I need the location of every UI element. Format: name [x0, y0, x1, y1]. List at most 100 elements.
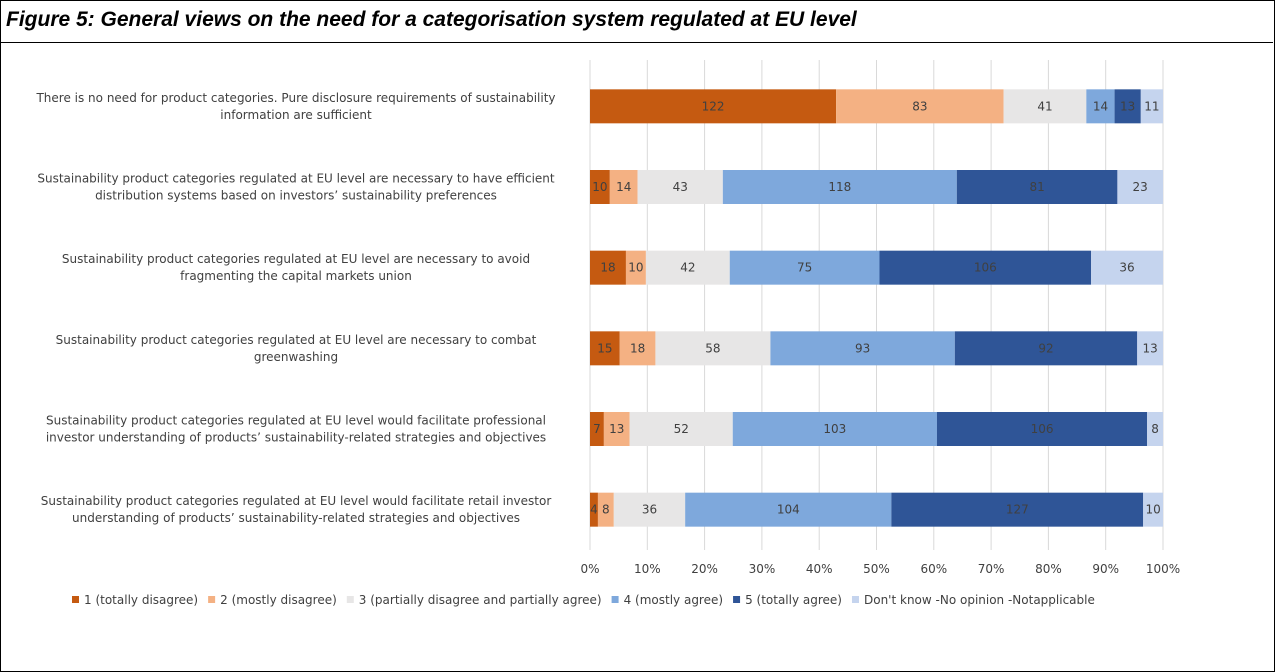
- data-label: 14: [1093, 99, 1108, 113]
- data-label: 52: [674, 422, 689, 436]
- data-label: 18: [630, 341, 645, 355]
- data-label: 18: [600, 261, 615, 275]
- x-tick-label: 90%: [1092, 562, 1119, 576]
- bar-segment: [1117, 170, 1163, 204]
- bar-segment: [1091, 250, 1163, 285]
- x-tick-label: 100%: [1146, 562, 1180, 576]
- bar-segment: [655, 331, 771, 366]
- legend-entry: 5 (totally agree): [745, 593, 842, 607]
- data-label: 103: [823, 422, 846, 436]
- data-label: 7: [593, 422, 601, 436]
- legend-entry: 2 (mostly disagree): [220, 593, 337, 607]
- bar-segment: [936, 412, 1148, 446]
- bar-segment: [836, 89, 1004, 124]
- data-label: 14: [616, 180, 631, 194]
- data-label: 122: [702, 99, 725, 113]
- data-label: 93: [855, 341, 870, 355]
- data-label: 81: [1029, 180, 1044, 194]
- bar-segment: [1143, 492, 1163, 527]
- x-tick-label: 60%: [920, 562, 947, 576]
- bar-segment: [729, 250, 880, 285]
- data-label: 83: [912, 99, 927, 113]
- bar-segment: [603, 412, 630, 446]
- bar-segment: [954, 331, 1138, 366]
- data-label: 23: [1133, 180, 1148, 194]
- data-label: 10: [1145, 503, 1160, 517]
- data-label: 13: [1142, 341, 1157, 355]
- x-tick-label: 70%: [978, 562, 1005, 576]
- data-label: 11: [1144, 99, 1159, 113]
- category-label: information are sufficient: [220, 108, 372, 122]
- category-label: distribution systems based on investors’…: [95, 189, 497, 203]
- x-tick-label: 40%: [806, 562, 833, 576]
- bar-segment: [629, 412, 733, 446]
- legend-swatch: [346, 596, 354, 603]
- data-label: 8: [602, 503, 610, 517]
- bar-segment: [590, 250, 626, 285]
- data-label: 13: [609, 422, 624, 436]
- data-label: 8: [1151, 422, 1159, 436]
- legend-swatch: [733, 596, 741, 603]
- bar-segment: [879, 250, 1092, 285]
- data-label: 42: [680, 261, 695, 275]
- legend-entry: 3 (partially disagree and partially agre…: [359, 593, 602, 607]
- category-label: Sustainability product categories regula…: [56, 333, 537, 347]
- bar-segment: [590, 89, 837, 124]
- legend-swatch: [72, 596, 79, 603]
- data-label: 13: [1120, 99, 1135, 113]
- figure-title: Figure 5: General views on the need for …: [6, 8, 857, 31]
- data-label: 10: [628, 261, 643, 275]
- bar-segment: [685, 492, 892, 527]
- bar-segment: [891, 492, 1144, 527]
- category-label: There is no need for product categories.…: [35, 91, 555, 105]
- x-tick-label: 80%: [1035, 562, 1062, 576]
- data-label: 118: [828, 180, 851, 194]
- data-label: 4: [590, 503, 598, 517]
- bar-segment: [625, 250, 646, 285]
- x-tick-label: 10%: [634, 562, 661, 576]
- bar-segment: [590, 412, 604, 446]
- legend-swatch: [208, 596, 216, 603]
- data-label: 36: [1119, 261, 1134, 275]
- bar-segment: [770, 331, 955, 366]
- category-label: fragmenting the capital markets union: [180, 269, 412, 283]
- category-label: Sustainability product categories regula…: [41, 494, 552, 508]
- bar-segment: [637, 170, 723, 204]
- bar-segment: [1137, 331, 1163, 366]
- legend-entry: 1 (totally disagree): [84, 593, 198, 607]
- data-label: 106: [1031, 422, 1054, 436]
- legend-swatch: [851, 596, 859, 603]
- x-tick-label: 0%: [580, 562, 599, 576]
- data-label: 10: [592, 180, 607, 194]
- category-label: Sustainability product categories regula…: [46, 414, 546, 428]
- legend-entry: 4 (mostly agree): [624, 593, 723, 607]
- data-label: 104: [777, 503, 800, 517]
- bar-segment: [590, 170, 610, 204]
- bar-segment: [1114, 89, 1141, 124]
- gridlines: [589, 60, 1164, 550]
- legend: 1 (totally disagree) 2 (mostly disagree) 3…: [72, 593, 1095, 607]
- data-label: 41: [1037, 99, 1052, 113]
- title-divider: [0, 42, 1273, 43]
- category-label: greenwashing: [254, 350, 338, 364]
- bar-segment: [722, 170, 957, 204]
- bar-segment: [1140, 89, 1163, 124]
- data-label: 43: [673, 180, 688, 194]
- bar-segment: [590, 331, 620, 366]
- bar-segment: [597, 492, 614, 527]
- legend-entry: Don't know -No opinion -Notapplicable: [864, 593, 1095, 607]
- category-labels: There is no need for product categories.…: [35, 91, 555, 525]
- category-label: understanding of products’ sustainabilit…: [72, 511, 520, 525]
- data-label: 15: [597, 341, 612, 355]
- category-label: investor understanding of products’ sust…: [46, 431, 546, 445]
- category-label: Sustainability product categories regula…: [37, 172, 555, 186]
- data-label: 127: [1006, 503, 1029, 517]
- bar-segment: [1086, 89, 1115, 124]
- bar-segment: [1147, 412, 1163, 446]
- data-label: 92: [1038, 341, 1053, 355]
- bar-segment: [732, 412, 937, 446]
- x-tick-label: 30%: [749, 562, 776, 576]
- bars: 122 83 41 14 13 11 10 14 43 118 81 23 18 10 42 75 106 36 1…: [590, 89, 1163, 527]
- x-axis-ticks: 0% 10% 20% 30% 40% 50% 60% 70% 80% 90% 100%: [580, 562, 1180, 576]
